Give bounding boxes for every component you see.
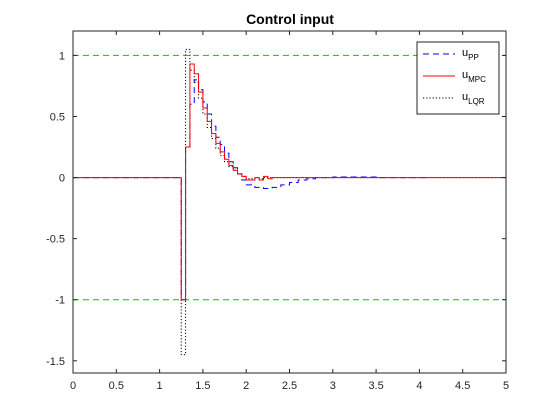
series-line-mpc	[73, 63, 506, 301]
x-tick-label: 3.5	[368, 380, 383, 392]
plot-content	[73, 48, 506, 356]
x-tick-label: 1	[157, 380, 163, 392]
x-tick-label: 2	[243, 380, 249, 392]
legend-entry-subscript: LQR	[468, 97, 485, 106]
x-tick-label: 4.5	[455, 380, 470, 392]
y-tick-label: -1.5	[46, 356, 65, 368]
x-tick-label: 5	[503, 380, 509, 392]
axes: 0 0.5 1 1.5 2 2.5 3 3.5 4 4.5 5 -1.5 -1 -0.5 0 0.5 1	[46, 30, 509, 392]
y-tick-label: -0.5	[46, 234, 65, 246]
x-tick-label: 4	[416, 380, 422, 392]
chart-title: Control input	[246, 11, 334, 27]
y-tick-label: -1	[55, 295, 65, 307]
x-tick-label: 2.5	[282, 380, 297, 392]
y-tick-label: 1	[59, 50, 65, 62]
y-tick-label: 0	[59, 173, 65, 185]
legend-box	[416, 41, 500, 115]
x-tick-label: 3	[330, 380, 336, 392]
x-tick-label: 1.5	[195, 380, 210, 392]
legend-entry-subscript: MPC	[468, 75, 486, 84]
x-tick-label: 0.5	[109, 380, 124, 392]
series-line-pp	[73, 79, 429, 301]
legend-entry-subscript: PP	[468, 53, 479, 62]
y-tick-label: 0.5	[50, 112, 65, 124]
x-tick-label: 0	[70, 380, 76, 392]
